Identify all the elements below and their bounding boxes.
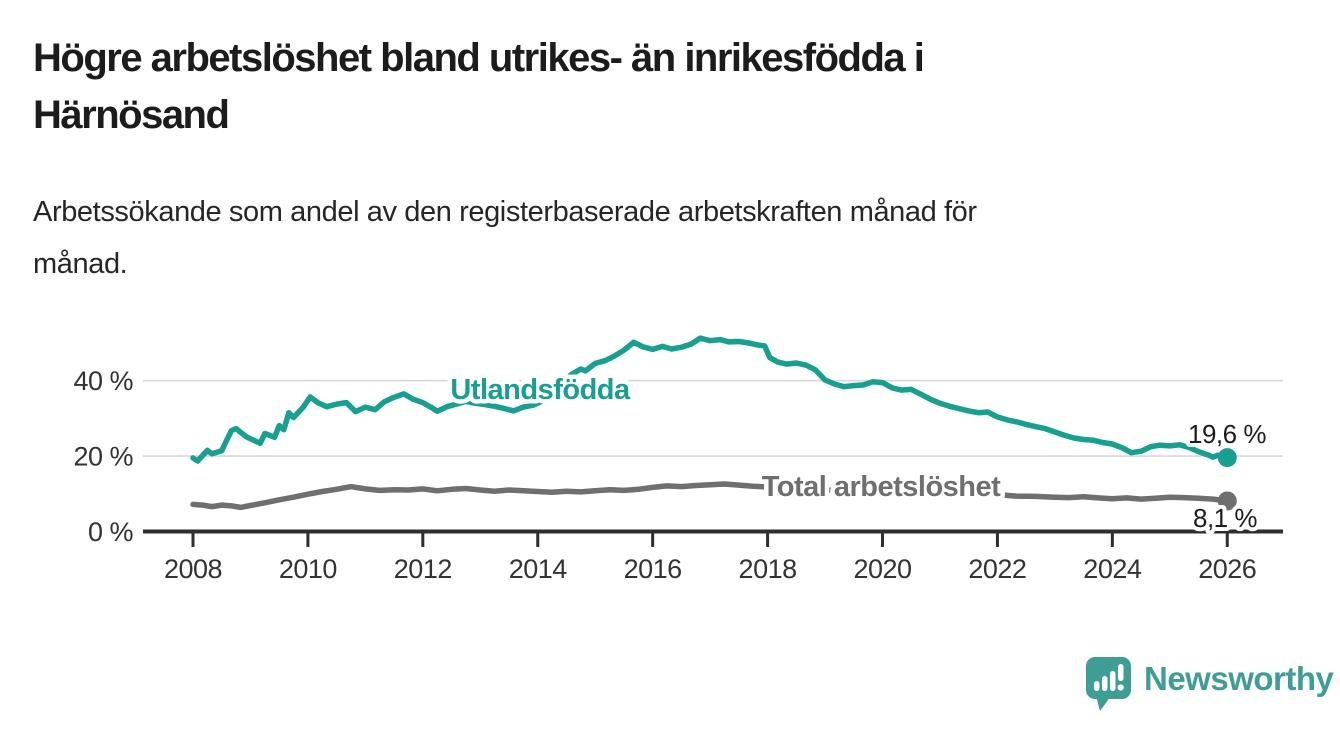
- y-axis-tick-label: 0 %: [88, 517, 134, 547]
- page-title-line-2: Härnösand: [33, 93, 230, 137]
- series-end-dot: [1217, 491, 1237, 511]
- x-axis-tick-label: 2022: [968, 554, 1026, 584]
- x-axis-tick-label: 2026: [1198, 554, 1256, 584]
- series-layer: [190, 335, 1231, 511]
- series-line-utlandsfodda: [190, 335, 1231, 464]
- x-axis-tick-label: 2018: [739, 554, 797, 584]
- bar-chart-speech-bubble-icon: [1086, 657, 1131, 711]
- x-axis-tick-label: 2024: [1083, 554, 1142, 584]
- y-axis-tick-label: 40 %: [73, 366, 133, 396]
- series-line-total-arbetsloshet: [190, 481, 1231, 511]
- x-axis-tick-label: 2016: [624, 554, 682, 584]
- end-value-label-utlandsfodda: 19,6 %: [1188, 419, 1266, 449]
- page-title-line-1: Högre arbetslöshet bland utrikes- än inr…: [33, 36, 925, 80]
- newsworthy-logo-text: Newsworthy: [1144, 660, 1334, 697]
- x-axis-tick-label: 2014: [509, 554, 568, 584]
- x-axis-tick-label: 2008: [164, 554, 222, 584]
- newsworthy-logo: Newsworthy: [1085, 656, 1334, 712]
- page-subtitle-line-1: Arbetssökande som andel av den registerb…: [33, 196, 977, 228]
- x-axis-tick-label: 2012: [394, 554, 452, 584]
- page-subtitle-line-2: månad.: [33, 248, 128, 280]
- series-label-total-arbetsloshet: Total arbetslöshet: [762, 471, 1001, 503]
- page-title: Högre arbetslöshet bland utrikes- än inr…: [33, 30, 1273, 144]
- axis-layer: 2008 2010 2012 2014 2016 2018 2020 2022 2024 2026: [143, 529, 1283, 584]
- x-axis-tick-label: 2020: [853, 554, 911, 584]
- end-value-label-total: 8,1 %: [1193, 503, 1257, 533]
- x-axis-tick-label: 2010: [279, 554, 337, 584]
- y-axis-tick-label: 20 %: [73, 442, 133, 472]
- page-subtitle: Arbetssökande som andel av den registerb…: [33, 186, 1253, 290]
- end-dots-layer: [1217, 448, 1237, 511]
- series-end-dot: [1217, 448, 1237, 468]
- gridlines-layer: 0 % 20 % 40 %: [73, 366, 1283, 547]
- series-label-utlandsfodda: Utlandsfödda: [450, 374, 631, 406]
